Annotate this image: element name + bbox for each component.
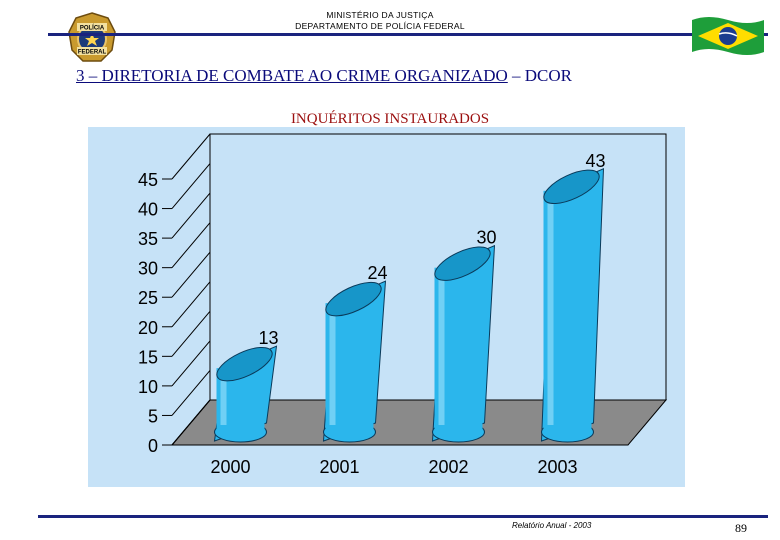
chart-title-wrap: INQUÉRITOS INSTAURADOS [0, 111, 780, 128]
ministry-line-1: MINISTÉRIO DA JUSTIÇA [326, 10, 434, 20]
y-tick-label: 25 [138, 288, 158, 308]
x-tick-label: 2000 [210, 457, 250, 477]
y-tick-label: 20 [138, 318, 158, 338]
report-label: Relatório Anual - 2003 [512, 521, 592, 530]
y-tick-diagonal [171, 192, 211, 239]
bar-value-label: 43 [585, 151, 605, 171]
y-tick-diagonal [171, 163, 211, 209]
page-number: 89 [735, 521, 747, 535]
y-tick-diagonal [171, 340, 211, 387]
bar-2000: 13 [213, 328, 279, 443]
y-tick-label: 15 [138, 347, 158, 367]
brazil-flag-icon [692, 17, 764, 55]
bar-value-label: 13 [258, 328, 278, 348]
y-tick-label: 40 [138, 200, 158, 220]
bar-highlight [220, 372, 227, 425]
y-tick-diagonal [171, 399, 211, 446]
bar-top-cap [216, 346, 273, 382]
chart-title: INQUÉRITOS INSTAURADOS [290, 111, 490, 128]
bar-2002: 30 [431, 228, 497, 443]
x-tick-label: 2002 [428, 457, 468, 477]
y-tick-label: 35 [138, 229, 158, 249]
y-tick-diagonal [171, 370, 211, 416]
badge-text-bottom: FEDERAL [78, 50, 107, 56]
bar-2003: 43 [540, 151, 606, 443]
y-tick-label: 0 [148, 436, 158, 456]
y-tick-label: 5 [148, 406, 158, 426]
y-tick-diagonal [171, 251, 211, 298]
section-title: 3 – DIRETORIA DE COMBATE AO CRIME ORGANI… [76, 66, 508, 85]
y-tick-label: 30 [138, 259, 158, 279]
bar-top-cap [325, 281, 382, 317]
bar-highlight [547, 194, 554, 425]
section-suffix: – DCOR [512, 66, 573, 85]
x-tick-label: 2001 [319, 457, 359, 477]
y-tick-diagonal [171, 222, 211, 268]
section-heading: 3 – DIRETORIA DE COMBATE AO CRIME ORGANI… [76, 66, 572, 86]
federal-police-badge-icon: POLÍCIA FEDERAL [68, 12, 116, 62]
y-tick-diagonal [171, 281, 211, 328]
inqueritos-chart: 0 5 10 15 20 25 30 35 40 45 13 24 30 43 2000 2001 2002… [88, 127, 685, 487]
x-tick-label: 2003 [537, 457, 577, 477]
y-tick-label: 10 [138, 377, 158, 397]
ministry-line-2: DEPARTAMENTO DE POLÍCIA FEDERAL [295, 21, 465, 31]
y-tick-diagonal [171, 311, 211, 357]
bar-highlight [438, 271, 445, 425]
bar-value-label: 24 [367, 263, 387, 283]
header-divider [48, 33, 768, 36]
badge-text-top: POLÍCIA [80, 24, 105, 32]
y-tick-label: 45 [138, 170, 158, 190]
bar-top-cap [543, 169, 600, 205]
bar-highlight [329, 307, 336, 425]
footer-divider [38, 515, 768, 518]
y-tick-diagonal [171, 133, 211, 180]
ministry-header: MINISTÉRIO DA JUSTIÇA DEPARTAMENTO DE PO… [200, 10, 560, 32]
bar-2001: 24 [322, 263, 388, 443]
bar-top-cap [434, 246, 491, 281]
bar-value-label: 30 [476, 228, 496, 248]
